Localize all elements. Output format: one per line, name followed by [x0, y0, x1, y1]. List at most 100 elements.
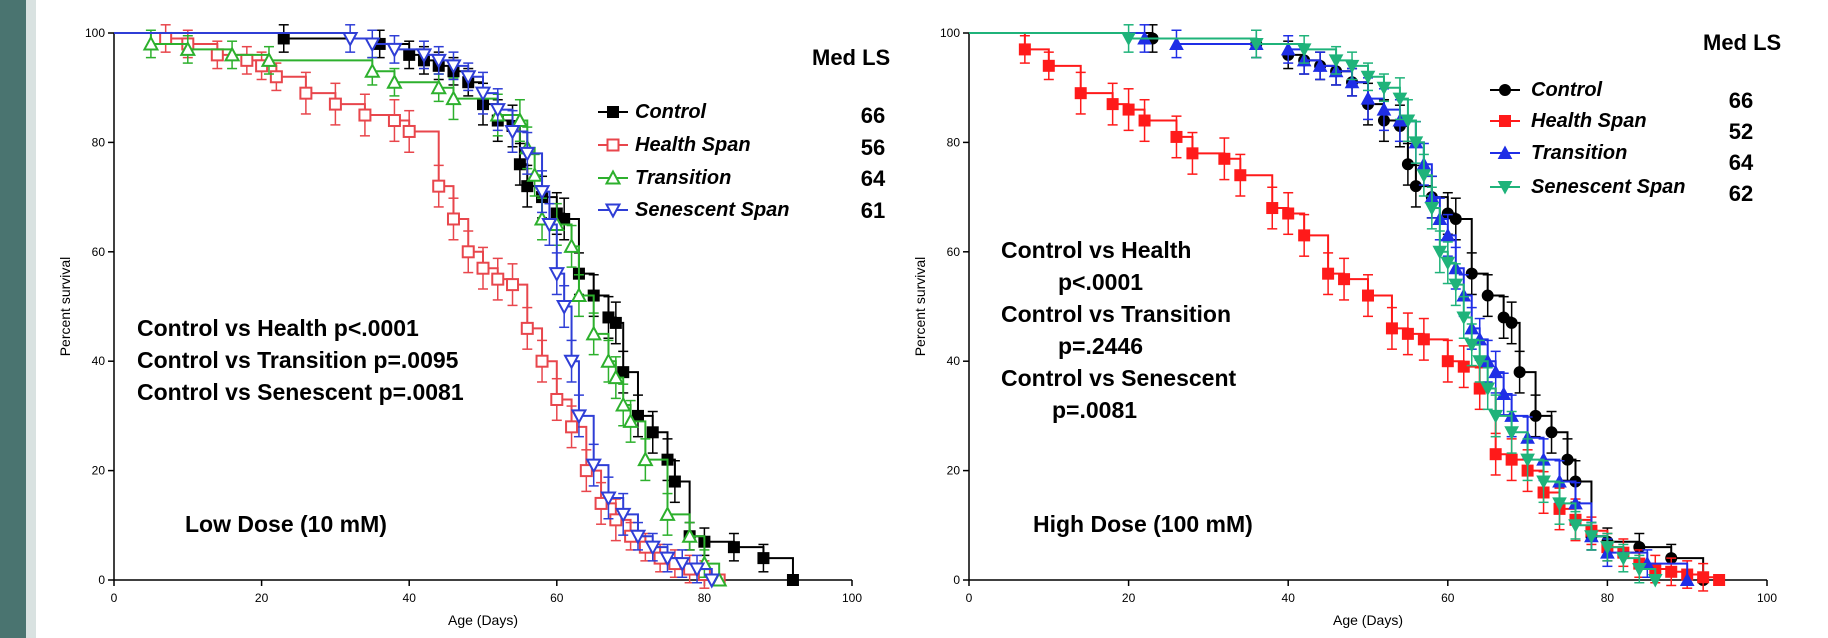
x-tick-label: 60: [550, 591, 564, 605]
data-point: [1409, 180, 1422, 193]
data-point: [402, 124, 416, 138]
data-point: [364, 62, 381, 78]
data-point: [579, 464, 593, 478]
data-point: [585, 458, 602, 474]
data-point: [1665, 565, 1678, 578]
stat-annotation: Control vs Senescent p=.0081: [137, 379, 464, 405]
data-point: [461, 245, 475, 259]
data-point: [629, 529, 647, 545]
x-axis-label: Age (Days): [1333, 612, 1403, 628]
data-point: [570, 409, 588, 425]
data-point: [1448, 278, 1464, 293]
data-point: [341, 31, 359, 48]
data-point: [1713, 574, 1726, 586]
data-point: [210, 48, 224, 62]
data-point: [541, 217, 558, 234]
x-tick-label: 0: [111, 591, 118, 605]
data-point: [1170, 130, 1183, 143]
survival-curve-line: [114, 32, 713, 580]
data-point: [535, 354, 549, 368]
data-point: [1505, 316, 1518, 329]
series-senescent-span: [114, 24, 720, 589]
data-point: [240, 53, 254, 67]
series-health-span: [114, 24, 726, 589]
legend-label: Control: [1531, 79, 1603, 101]
legend-label: Senescent Span: [635, 199, 790, 221]
data-point: [607, 369, 625, 385]
data-point: [1616, 552, 1631, 566]
data-point: [504, 124, 521, 141]
data-point: [1218, 152, 1231, 165]
legend-label: Senescent Span: [1531, 176, 1686, 198]
data-point: [1328, 54, 1344, 68]
y-axis-label: Percent survival: [912, 257, 928, 357]
data-point: [786, 574, 799, 586]
data-point: [1520, 453, 1535, 468]
data-point: [520, 321, 534, 335]
slide-edge-light-band: [26, 0, 36, 638]
data-point: [1600, 541, 1615, 555]
med-ls-value: 62: [1729, 181, 1753, 206]
data-point: [615, 396, 632, 412]
data-point: [277, 32, 290, 45]
data-point: [1122, 103, 1135, 116]
x-tick-label: 100: [1757, 591, 1777, 605]
y-tick-label: 40: [947, 354, 961, 368]
legend-marker: [607, 106, 619, 118]
data-point: [609, 513, 623, 527]
data-point: [179, 40, 196, 56]
data-point: [1338, 273, 1351, 286]
data-point: [519, 146, 536, 162]
stat-annotation: Control vs Transition: [1001, 301, 1231, 327]
data-point: [1631, 563, 1647, 577]
data-point: [563, 237, 580, 253]
y-tick-label: 0: [953, 573, 960, 587]
data-point: [223, 46, 241, 62]
data-point: [445, 59, 462, 75]
data-point: [646, 426, 659, 439]
med-ls-value: 66: [861, 103, 885, 128]
data-point: [1584, 530, 1599, 544]
series-transition: [114, 29, 728, 587]
data-point: [585, 325, 602, 341]
data-point: [1697, 571, 1710, 584]
data-point: [622, 412, 639, 428]
data-point: [386, 42, 403, 59]
data-point: [674, 557, 691, 573]
data-point: [565, 420, 579, 434]
legend-marker: [1497, 145, 1513, 159]
data-point: [600, 491, 617, 507]
data-point: [1480, 382, 1496, 397]
data-point: [1432, 245, 1448, 260]
stat-annotation: Control vs Health: [1001, 237, 1191, 263]
data-point: [1018, 43, 1031, 56]
data-point: [1312, 58, 1328, 72]
data-point: [1042, 59, 1055, 72]
med-ls-header: Med LS: [812, 45, 890, 70]
data-point: [476, 261, 490, 275]
data-point: [1464, 338, 1480, 353]
x-tick-label: 80: [698, 591, 712, 605]
x-tick-label: 100: [842, 591, 862, 605]
x-tick-label: 40: [1282, 591, 1296, 605]
y-tick-label: 100: [940, 26, 960, 40]
y-tick-label: 60: [947, 245, 961, 259]
data-point: [506, 278, 520, 292]
data-point: [1536, 475, 1551, 490]
data-point: [1417, 333, 1430, 346]
data-point: [703, 573, 720, 589]
data-point: [386, 73, 403, 89]
y-tick-label: 80: [92, 135, 106, 149]
data-point: [1280, 41, 1296, 56]
data-point: [644, 540, 661, 556]
data-point: [688, 562, 706, 578]
data-point: [1457, 360, 1470, 373]
med-ls-value: 52: [1729, 119, 1753, 144]
data-point: [1266, 202, 1279, 215]
data-point: [387, 114, 401, 128]
x-tick-label: 20: [255, 591, 269, 605]
data-point: [430, 53, 447, 69]
survival-curve-line: [114, 32, 721, 580]
y-tick-label: 20: [92, 464, 106, 478]
data-point: [1344, 74, 1360, 89]
